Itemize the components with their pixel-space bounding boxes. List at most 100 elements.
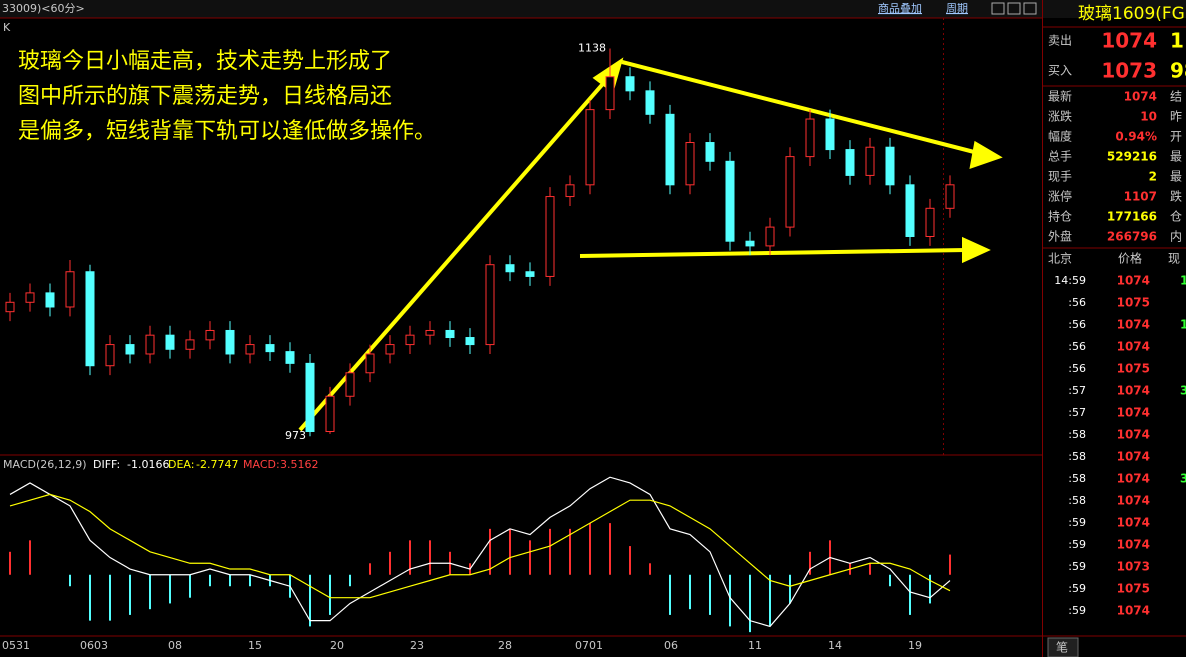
ask-price: 1074	[1101, 29, 1157, 53]
resistance-arrow	[621, 60, 983, 156]
candle-body	[425, 329, 435, 336]
tick-time: :58	[1068, 494, 1086, 507]
tick-time: :58	[1068, 450, 1086, 463]
tick-price: 1074	[1117, 384, 1150, 398]
quote-next-label: 最	[1170, 170, 1182, 184]
quote-value: 529216	[1107, 150, 1157, 164]
dea-value: -2.7747	[196, 458, 238, 471]
candle-body	[605, 76, 615, 111]
trend-arrows	[298, 57, 1003, 432]
overlay-button[interactable]: 商品叠加	[878, 1, 922, 15]
candle-body	[825, 118, 835, 151]
window-button[interactable]	[1007, 2, 1021, 15]
ask-label: 卖出	[1048, 34, 1072, 48]
tick-time: :59	[1068, 516, 1086, 529]
quote-value: 1074	[1124, 90, 1157, 104]
dea-label: DEA:	[168, 458, 194, 471]
date-label: 20	[330, 639, 344, 652]
up-arrow	[298, 76, 610, 432]
quote-next-label: 内	[1170, 230, 1182, 244]
tick-time: :56	[1068, 318, 1086, 331]
candle-body	[705, 142, 715, 162]
period-button[interactable]: 周期	[946, 2, 968, 15]
candle-body	[325, 395, 335, 433]
candle-body	[925, 207, 935, 238]
quote-value: 2	[1149, 170, 1157, 184]
candle-body	[785, 156, 795, 228]
tick-price: 1074	[1117, 604, 1150, 618]
date-label: 15	[248, 639, 262, 652]
candle-body	[165, 334, 175, 350]
candle-body	[45, 292, 55, 308]
tick-price: 1073	[1117, 560, 1150, 574]
tick-time: :56	[1068, 362, 1086, 375]
tick-price: 1074	[1117, 428, 1150, 442]
candle-body	[865, 146, 875, 176]
date-label: 19	[908, 639, 922, 652]
ask-volume: 1	[1170, 29, 1184, 53]
candle-body	[85, 271, 95, 367]
quote-label: 幅度	[1048, 129, 1072, 144]
tick-price: 1074	[1117, 406, 1150, 420]
candle-body	[265, 344, 275, 353]
quote-next-label: 跌	[1170, 189, 1182, 204]
date-label: 23	[410, 639, 424, 652]
candle-body	[185, 339, 195, 350]
candle-body	[385, 344, 395, 355]
macd-name: MACD(26,12,9)	[3, 458, 87, 471]
contract-title: 玻璃1609(FG	[1078, 4, 1185, 24]
candle-body	[225, 329, 235, 355]
tab[interactable]	[1047, 637, 1079, 657]
quote-label: 涨跌	[1048, 109, 1072, 124]
tick-price: 1074	[1117, 340, 1150, 354]
annotation: 是偏多，短线背靠下轨可以逢低做多操作。	[18, 119, 436, 144]
annotation: 图中所示的旗下震荡走势，日线格局还	[18, 84, 392, 109]
candle-body	[125, 344, 135, 355]
tick-price: 1075	[1117, 582, 1150, 596]
quote-label: 外盘	[1048, 229, 1072, 244]
date-label: 11	[748, 639, 762, 652]
candle-body	[685, 142, 695, 186]
quote-value: 1107	[1124, 190, 1157, 204]
candle-body	[545, 196, 555, 277]
tick-time: :56	[1068, 340, 1086, 353]
window-button[interactable]	[1023, 2, 1037, 15]
candle-body	[205, 329, 215, 341]
date-label: 28	[498, 639, 512, 652]
candle-body	[445, 329, 455, 339]
bid-label: 买入	[1048, 64, 1072, 78]
quote-value: 177166	[1107, 210, 1157, 224]
candle-body	[305, 362, 315, 433]
candle-body	[485, 264, 495, 346]
tick-price: 1074	[1117, 494, 1150, 508]
tick-price: 1074	[1117, 472, 1150, 486]
date-axis: 0531 0603 08 15 20 23 28 0701 06 11 14 1…	[2, 639, 922, 652]
date-label: 0531	[2, 639, 30, 652]
candle-body	[5, 301, 15, 313]
dea-line	[9, 493, 951, 599]
tick-time: :56	[1068, 296, 1086, 309]
quote-next-label: 仓	[1170, 210, 1182, 224]
quote-next-label: 结	[1170, 90, 1182, 104]
tick-time: :58	[1068, 428, 1086, 441]
bid-price: 1073	[1101, 59, 1157, 83]
candle-body	[585, 109, 595, 186]
toolbar	[0, 0, 1186, 18]
candle-body	[745, 240, 755, 247]
tick-volume: 3	[1180, 384, 1186, 398]
chart-mode: K	[3, 21, 11, 34]
candle-body	[465, 337, 475, 346]
arrow-head	[969, 140, 1003, 170]
arrow-head	[962, 236, 991, 264]
window-button[interactable]	[991, 2, 1005, 15]
candle-body	[105, 344, 115, 367]
quote-label: 涨停	[1048, 189, 1072, 204]
macd-label: MACD:	[243, 458, 280, 471]
candle-body	[625, 76, 635, 92]
candle-body	[285, 351, 295, 364]
tick-time: :59	[1068, 560, 1086, 573]
tab-label[interactable]: 笔	[1056, 640, 1068, 655]
tick-time: :58	[1068, 472, 1086, 485]
